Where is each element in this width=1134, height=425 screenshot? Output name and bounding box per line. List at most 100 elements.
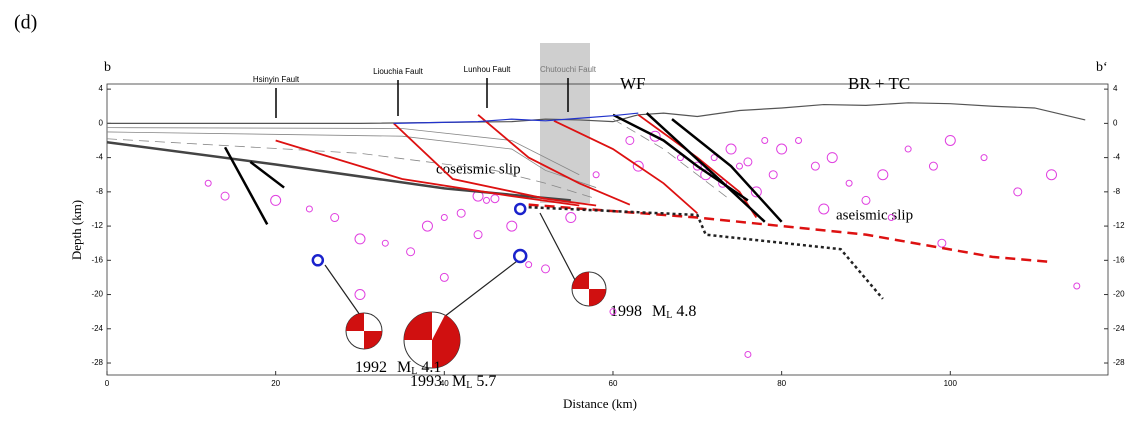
earthquake	[204, 179, 212, 187]
earthquake	[220, 191, 230, 201]
event-label: 1992 ML 4.1	[355, 359, 441, 378]
earthquake	[928, 161, 938, 171]
section-line	[275, 139, 580, 207]
earthquake	[406, 247, 416, 257]
section-line	[249, 160, 285, 189]
x-tick-label: 100	[944, 379, 958, 388]
earthquake	[768, 170, 778, 180]
earthquake	[710, 154, 718, 162]
fault-label: Lunhou Fault	[464, 65, 511, 74]
earthquake	[456, 208, 466, 218]
x-axis-title: Distance (km)	[563, 396, 637, 411]
earthquake	[482, 196, 490, 204]
x-tick-label: 0	[105, 379, 110, 388]
y-tick-label: -4	[1113, 153, 1121, 162]
earthquake	[845, 179, 853, 187]
earthquake	[1073, 282, 1081, 290]
earthquake	[725, 143, 737, 155]
annotation: coseismic slip	[436, 161, 521, 177]
earthquake	[305, 205, 313, 213]
section-line	[645, 112, 766, 223]
earthquake	[506, 220, 518, 232]
event-arrows	[324, 212, 576, 321]
event-hypocenter	[311, 254, 325, 267]
section-line	[553, 119, 698, 214]
section-line	[393, 112, 639, 124]
earthquake	[980, 154, 988, 162]
event-hypocenter	[512, 248, 528, 264]
plot-frame	[106, 83, 1109, 376]
section-line	[671, 118, 783, 223]
y-axis-title: Depth (km)	[69, 200, 84, 260]
earthquake	[776, 143, 788, 155]
earthquake	[877, 169, 889, 181]
section-line	[612, 118, 732, 201]
earthquake	[421, 220, 433, 232]
earthquake	[541, 264, 551, 274]
earthquake	[1045, 169, 1057, 181]
annotation: BR + TC	[848, 74, 910, 93]
section-line	[528, 203, 1052, 264]
y-tick-label: -24	[1113, 324, 1125, 333]
y-tick-label: -8	[96, 187, 104, 196]
section-line	[612, 113, 749, 202]
fault-label: Liouchia Fault	[373, 67, 424, 76]
earthquake	[490, 194, 500, 204]
y-tick-label: 0	[1113, 118, 1118, 127]
y-tick-label: -20	[91, 290, 103, 299]
y-tick-label: 0	[99, 118, 104, 127]
x-tick-label: 60	[609, 379, 618, 388]
event-label: 1993 ML 5.7	[410, 373, 496, 392]
earthquake	[440, 214, 448, 222]
earthquake	[826, 152, 838, 164]
fault-arrows	[275, 78, 569, 118]
section-line	[106, 138, 597, 200]
fault-label: Chutouchi Fault	[540, 65, 597, 74]
earthquake	[761, 136, 769, 144]
section-line	[106, 127, 580, 176]
annotation: WF	[620, 74, 646, 93]
earthquake	[944, 134, 956, 146]
earthquake	[525, 261, 533, 269]
x-tick-label: 20	[271, 379, 280, 388]
earthquake	[937, 238, 947, 248]
earthquake	[473, 230, 483, 240]
y-tick-label: -8	[1113, 187, 1121, 196]
y-tick-label: -16	[1113, 255, 1125, 264]
earthquake	[649, 130, 661, 142]
earthquake	[270, 194, 282, 206]
section-line	[477, 114, 631, 206]
section-line	[106, 131, 597, 188]
focal-mechanisms	[345, 271, 607, 369]
earthquake	[750, 186, 762, 198]
earthquake	[439, 272, 449, 282]
earthquake	[795, 136, 803, 144]
earthquake	[381, 239, 389, 247]
section-end: b‘	[1096, 60, 1108, 75]
earthquake	[743, 157, 753, 167]
y-tick-label: 4	[99, 84, 104, 93]
y-tick-label: -12	[1113, 221, 1125, 230]
x-tick-label: 40	[440, 379, 449, 388]
fault-label: Hsinyin Fault	[253, 75, 300, 84]
event-label: 1998 ML 4.8	[610, 303, 696, 322]
earthquake	[904, 145, 912, 153]
earthquake	[744, 350, 752, 358]
section-start: b	[104, 60, 111, 75]
earthquake	[818, 203, 830, 215]
y-tick-label: -4	[96, 153, 104, 162]
section-line	[393, 122, 597, 207]
y-tick-label: -12	[91, 221, 103, 230]
earthquake	[625, 135, 635, 145]
earthquake	[692, 161, 702, 171]
event-hypocenter	[513, 202, 527, 216]
earthquake	[354, 289, 366, 301]
section-line	[107, 102, 1086, 124]
y-tick-label: -16	[91, 255, 103, 264]
y-tick-label: -24	[91, 324, 103, 333]
annotation: aseismic slip	[836, 207, 913, 223]
earthquake	[735, 162, 743, 170]
earthquake	[861, 195, 871, 205]
earthquake	[592, 171, 600, 179]
